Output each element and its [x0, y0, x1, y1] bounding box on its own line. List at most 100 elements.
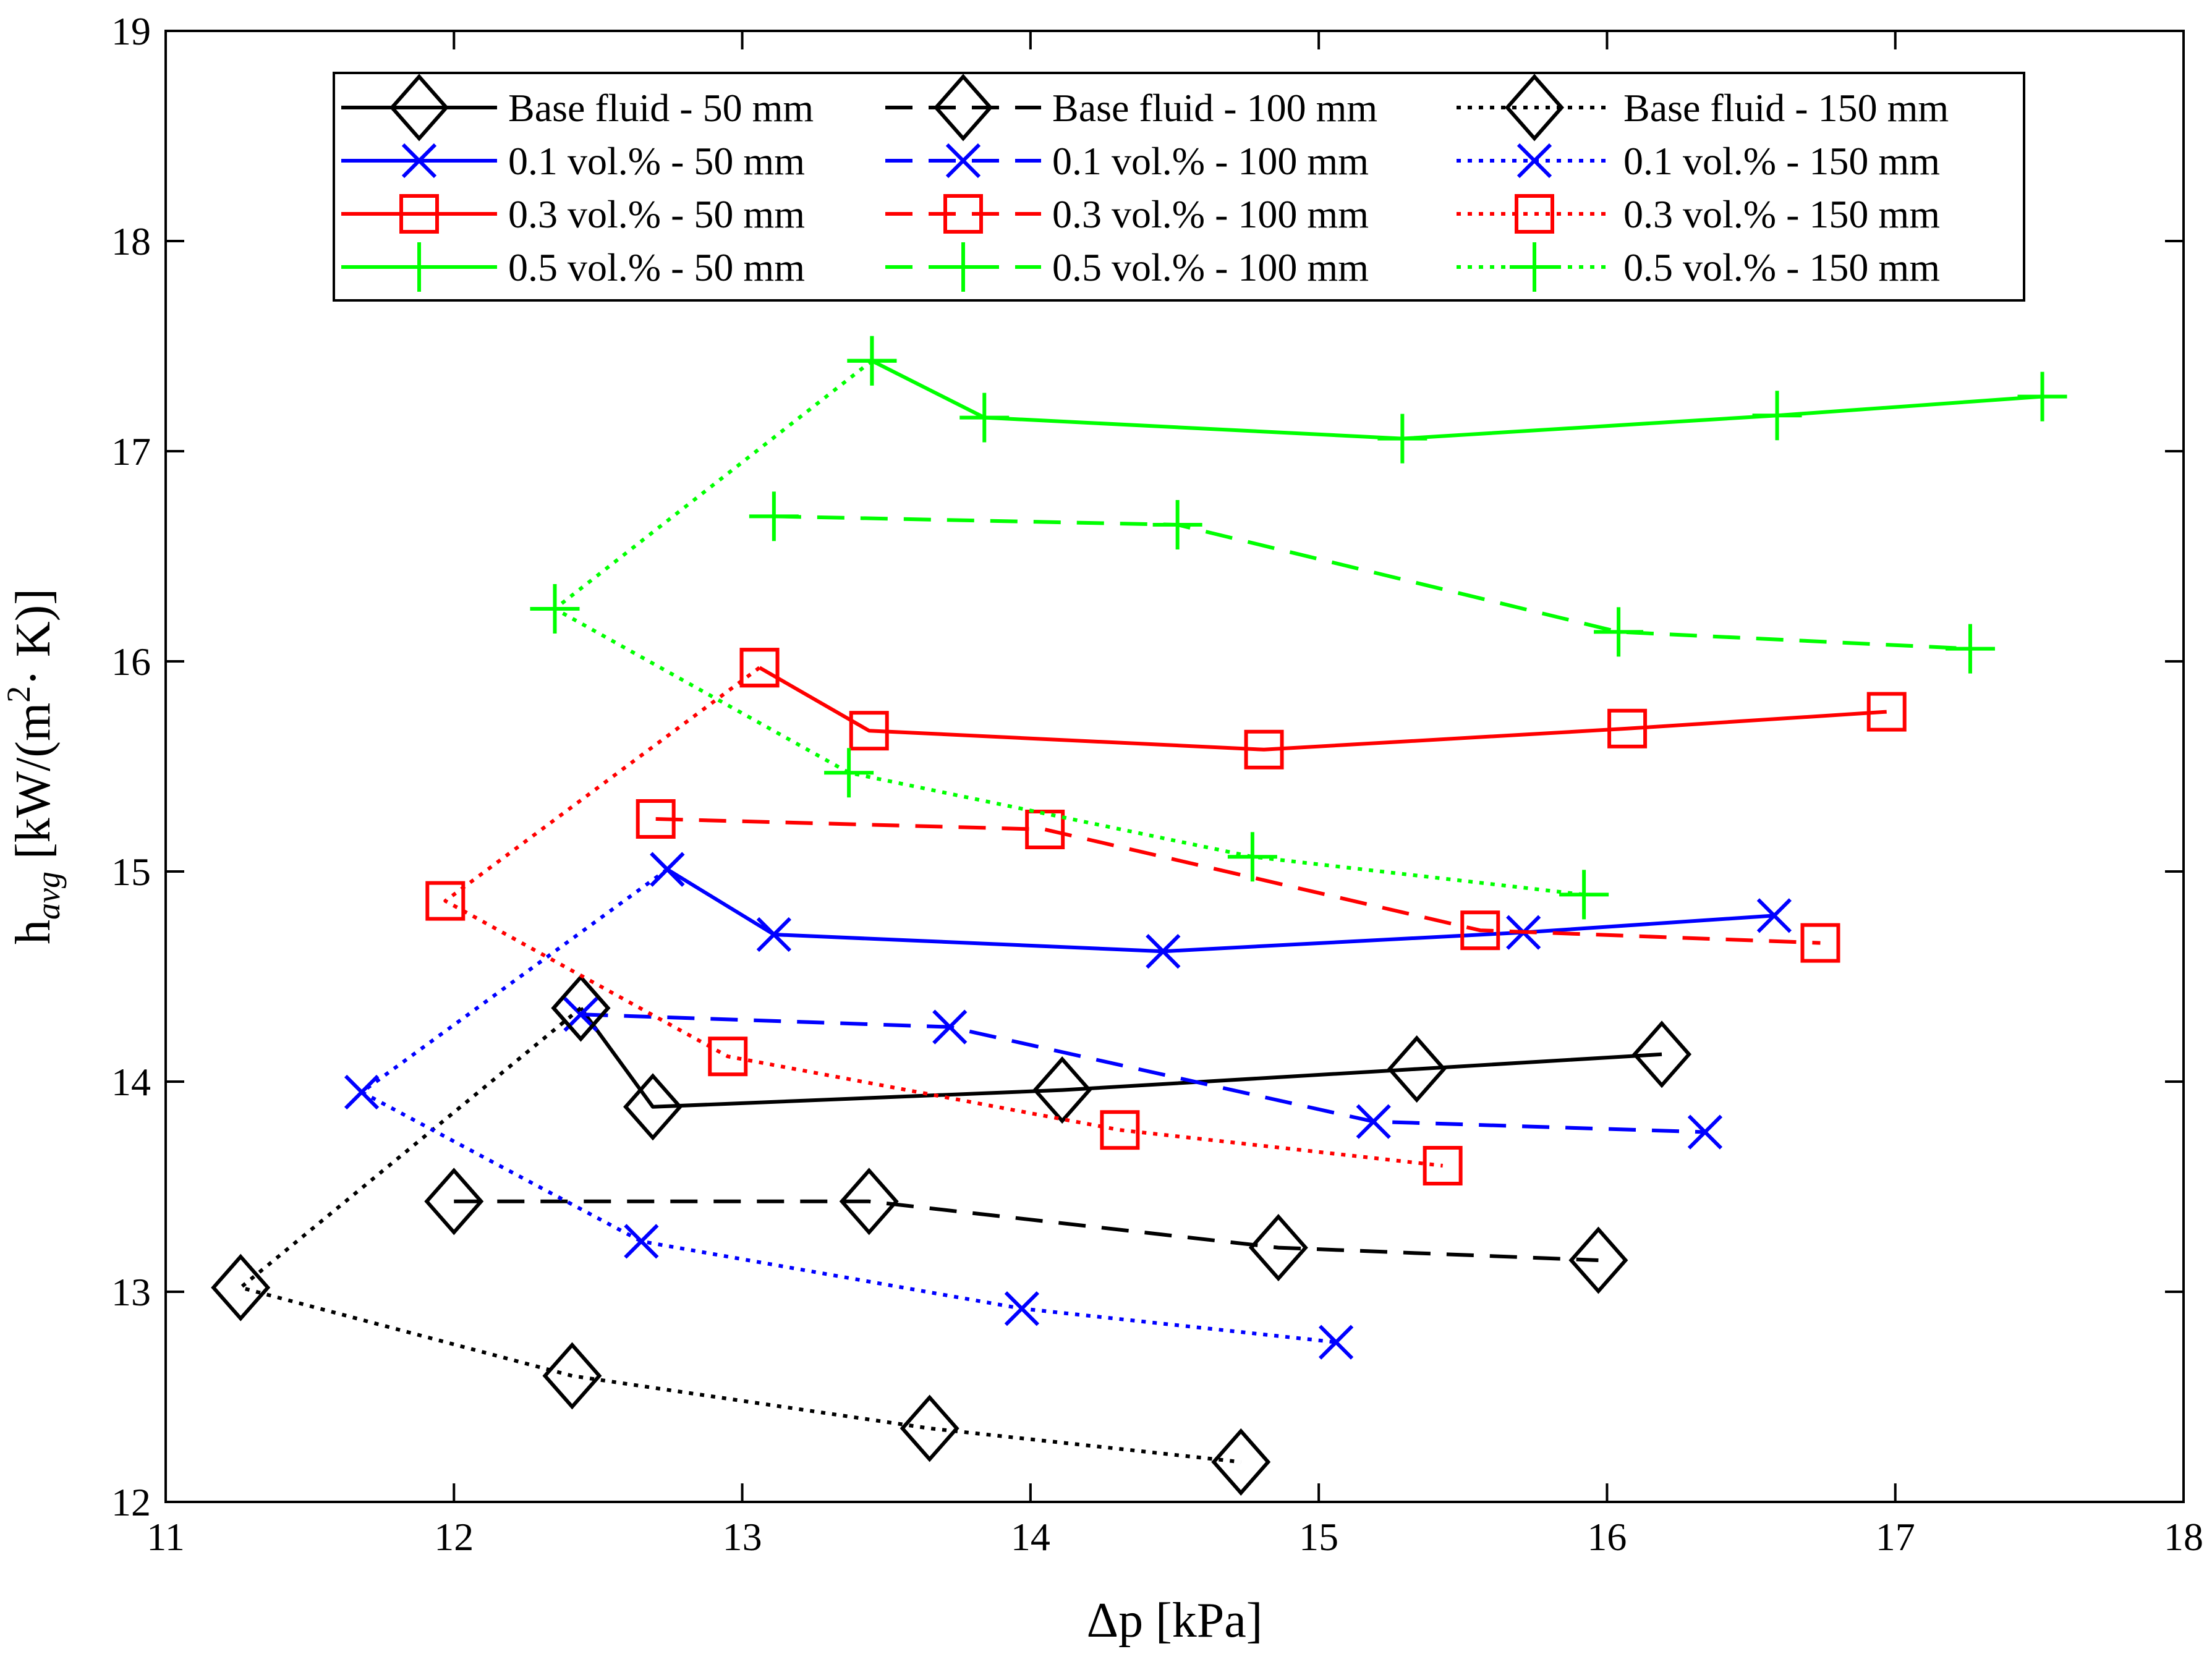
data-point — [1146, 934, 1181, 969]
series-line — [581, 1012, 1706, 1134]
data-point — [849, 711, 889, 751]
legend-marker — [938, 242, 988, 292]
plot-area-frame — [164, 30, 2185, 1503]
series-line — [443, 666, 1443, 1168]
legend-entry: 0.1 vol.% - 150 mm — [1457, 139, 1940, 183]
data-point — [1227, 832, 1277, 882]
series-9 — [211, 974, 1271, 1496]
data-point — [708, 1037, 748, 1077]
data-point — [1377, 413, 1427, 464]
y-axis-label-superscript: 2 — [0, 686, 37, 703]
data-point — [623, 1073, 683, 1141]
legend-label: Base fluid - 150 mm — [1623, 86, 1949, 130]
legend-label: Base fluid - 50 mm — [508, 86, 814, 130]
legend-marker — [389, 74, 449, 142]
data-point — [1866, 692, 1907, 732]
data-point — [932, 1009, 968, 1045]
legend-entry: 0.3 vol.% - 150 mm — [1457, 192, 1940, 236]
legend-label: 0.1 vol.% - 150 mm — [1623, 139, 1940, 183]
legend-marker — [1510, 242, 1559, 292]
y-axis-label-unit: [kW/(m — [6, 703, 61, 871]
y-tick-label: 14 — [111, 1060, 151, 1104]
series-12 — [530, 336, 1609, 920]
legend-entry: 0.5 vol.% - 150 mm — [1457, 242, 1940, 292]
legend-marker — [945, 143, 981, 179]
data-point — [425, 881, 466, 921]
x-tick-label: 17 — [1876, 1515, 1915, 1559]
data-point — [1152, 500, 1202, 549]
x-tick-label: 16 — [1587, 1515, 1627, 1559]
series-8 — [749, 491, 1995, 674]
series-7 — [636, 799, 1840, 963]
y-axis-label-symbol: h — [6, 920, 61, 944]
legend-entry: 0.1 vol.% - 50 mm — [341, 139, 805, 183]
y-tick-label: 18 — [111, 219, 151, 263]
y-tick-label: 17 — [111, 430, 151, 473]
data-point — [1594, 607, 1644, 657]
legend-box — [333, 72, 2025, 302]
data-point — [211, 1253, 271, 1321]
series-line — [759, 666, 1887, 752]
data-point — [1100, 1110, 1140, 1150]
y-axis-label: havg [kW/(m2· K)] — [0, 588, 67, 944]
data-point — [1032, 1056, 1092, 1124]
legend-entry: 0.5 vol.% - 100 mm — [885, 242, 1369, 292]
legend-label: 0.3 vol.% - 150 mm — [1623, 192, 1940, 236]
data-point — [1752, 391, 1802, 441]
legend-marker — [934, 74, 993, 142]
data-point — [1687, 1114, 1723, 1150]
legend-entry: Base fluid - 150 mm — [1457, 74, 1949, 142]
legend-marker — [401, 143, 437, 179]
data-point — [1244, 729, 1284, 770]
data-point — [1423, 1146, 1463, 1185]
x-tick-label: 13 — [723, 1515, 762, 1559]
data-point — [749, 491, 799, 541]
legend-marker — [1515, 194, 1554, 234]
legend-label: 0.1 vol.% - 100 mm — [1052, 139, 1369, 183]
data-point — [1318, 1325, 1354, 1360]
legend-entry: Base fluid - 100 mm — [885, 74, 1377, 142]
data-point — [824, 748, 874, 798]
data-point — [959, 392, 1010, 443]
legend-entry: 0.5 vol.% - 50 mm — [341, 242, 805, 292]
y-tick-label: 13 — [111, 1270, 151, 1314]
series-layer — [211, 336, 2067, 1496]
legend-marker — [394, 242, 444, 292]
y-tick-label: 19 — [111, 9, 151, 53]
data-point — [1568, 1226, 1628, 1294]
y-tick-label: 16 — [111, 640, 151, 684]
legend-marker — [399, 194, 439, 234]
data-point — [739, 648, 780, 688]
legend-entry: 0.3 vol.% - 100 mm — [885, 192, 1369, 236]
y-tick-label: 12 — [111, 1480, 151, 1524]
data-point — [847, 336, 897, 386]
data-point — [1945, 624, 1995, 674]
legend-marker — [1505, 74, 1564, 142]
legend-label: 0.3 vol.% - 100 mm — [1052, 192, 1369, 236]
legend-label: 0.1 vol.% - 50 mm — [508, 139, 805, 183]
y-axis-label-unit-end: · K)] — [6, 588, 61, 686]
x-axis-label: Δp [kPa] — [1087, 1593, 1263, 1648]
x-tick-label: 14 — [1011, 1515, 1050, 1559]
data-point — [542, 1342, 602, 1410]
legend: Base fluid - 50 mm 0.1 vol.% - 50 mm 0.3 v… — [333, 72, 2025, 302]
data-point — [551, 974, 611, 1042]
series-5 — [424, 1168, 1628, 1294]
legend-entry: 0.3 vol.% - 50 mm — [341, 192, 805, 236]
data-point — [1756, 898, 1792, 933]
data-point — [1632, 1020, 1692, 1088]
data-point — [1248, 1214, 1308, 1282]
y-axis-label-subscript: avg — [30, 871, 67, 920]
series-11 — [425, 648, 1463, 1185]
data-point — [1607, 708, 1648, 748]
legend-marker — [943, 194, 983, 234]
series-line — [773, 514, 1971, 651]
data-point — [1460, 910, 1500, 951]
data-point — [2017, 371, 2067, 422]
legend-label: Base fluid - 100 mm — [1052, 86, 1377, 130]
x-tick-label: 12 — [434, 1515, 474, 1559]
data-point — [900, 1394, 959, 1462]
x-tick-label: 15 — [1299, 1515, 1338, 1559]
